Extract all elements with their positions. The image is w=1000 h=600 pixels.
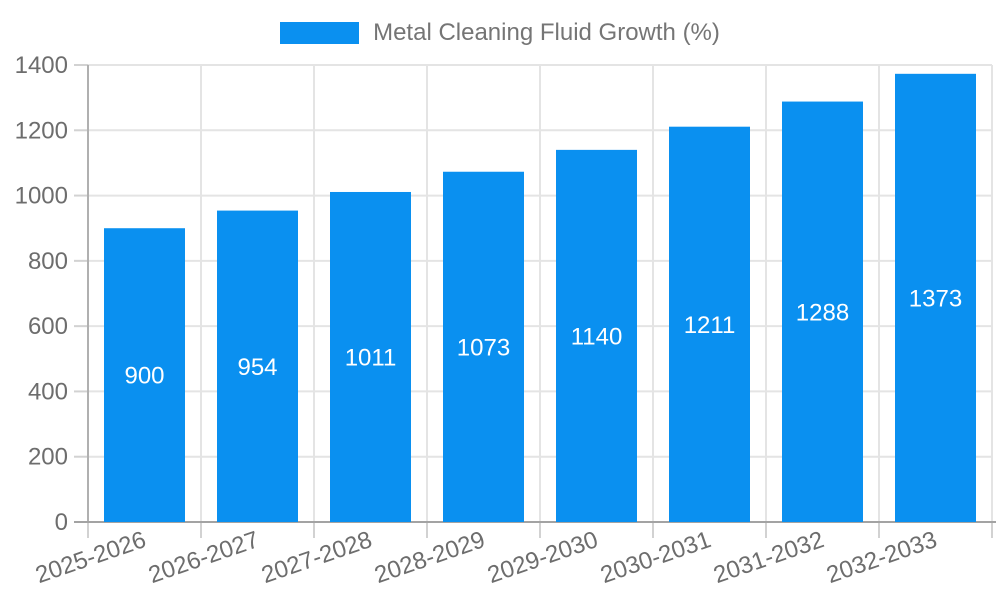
bar[interactable]	[217, 210, 298, 522]
y-tick-label: 200	[28, 444, 68, 471]
x-tick-label: 2027-2028	[258, 526, 375, 589]
bar[interactable]	[443, 171, 524, 523]
x-tick-label: 2025-2026	[32, 526, 149, 589]
bar-value-label: 1140	[571, 323, 623, 350]
legend-label: Metal Cleaning Fluid Growth (%)	[373, 19, 720, 46]
bar[interactable]	[895, 73, 976, 522]
legend-item[interactable]: Metal Cleaning Fluid Growth (%)	[0, 19, 1000, 47]
bar[interactable]	[556, 149, 637, 522]
bar-value-label: 1373	[909, 285, 962, 312]
x-tick-label: 2029-2030	[484, 526, 601, 589]
bar-value-label: 1011	[345, 344, 397, 371]
bar-value-label: 1073	[457, 334, 510, 361]
bar-value-label: 1211	[684, 312, 736, 339]
y-tick-label: 1200	[15, 117, 68, 144]
bar[interactable]	[330, 191, 411, 522]
x-tick-label: 2032-2033	[823, 526, 940, 589]
y-tick-label: 1000	[15, 183, 68, 210]
x-tick-label: 2030-2031	[597, 526, 714, 589]
bar-value-label: 900	[124, 363, 164, 390]
bar[interactable]	[104, 228, 185, 522]
y-tick-label: 0	[55, 509, 68, 536]
bar-value-label: 954	[237, 354, 277, 381]
x-tick-label: 2028-2029	[371, 526, 488, 589]
y-tick-label: 400	[28, 378, 68, 405]
legend-swatch	[280, 22, 360, 44]
x-tick-label: 2031-2032	[710, 526, 827, 589]
bar[interactable]	[782, 101, 863, 522]
y-tick-label: 1400	[15, 52, 68, 79]
x-tick-label: 2026-2027	[145, 526, 262, 589]
y-tick-label: 600	[28, 313, 68, 340]
bar-value-label: 1288	[796, 299, 849, 326]
y-tick-label: 800	[28, 248, 68, 275]
bar[interactable]	[669, 126, 750, 522]
